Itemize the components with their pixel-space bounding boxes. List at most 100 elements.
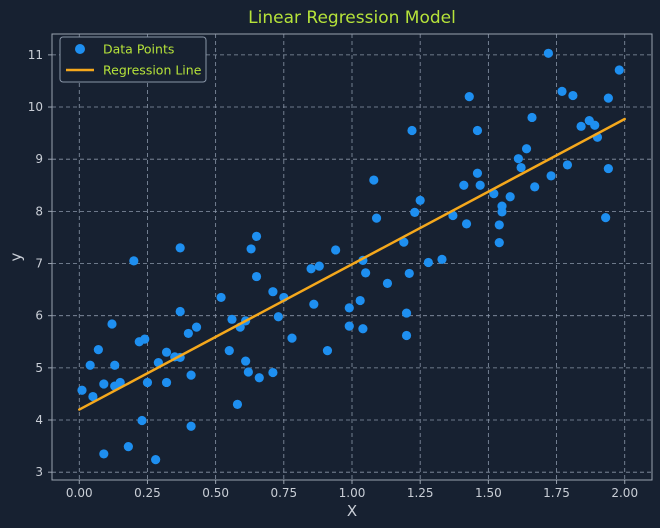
chart-title: Linear Regression Model [248, 8, 456, 28]
data-point [576, 121, 586, 131]
data-point [568, 90, 578, 101]
data-point [527, 112, 537, 123]
data-point [140, 334, 150, 344]
data-point [115, 377, 125, 388]
legend-marker-data-points [75, 44, 85, 54]
data-point [401, 330, 412, 341]
data-point [99, 379, 109, 389]
legend-label-regression-line: Regression Line [103, 63, 202, 78]
data-point [186, 370, 196, 380]
data-point [497, 201, 507, 211]
data-point [123, 442, 133, 452]
legend-label-data-points: Data Points [103, 42, 174, 57]
data-point [546, 171, 556, 181]
data-point [251, 231, 262, 241]
data-point [99, 449, 109, 459]
data-point [472, 168, 483, 178]
data-point [521, 144, 532, 154]
data-point [268, 367, 278, 378]
data-point [543, 48, 553, 58]
data-point [603, 93, 613, 103]
data-point [382, 278, 393, 288]
y-tick-label: 6 [35, 309, 43, 323]
data-point [603, 163, 613, 174]
legend-box [59, 36, 207, 83]
grid [52, 34, 652, 480]
data-point [137, 415, 147, 426]
data-point [273, 312, 283, 322]
data-point [475, 180, 485, 190]
data-points [77, 48, 624, 465]
data-point [246, 244, 256, 254]
data-point [142, 377, 153, 388]
data-point [464, 91, 474, 102]
data-point [361, 268, 371, 278]
x-tick-label: 0.00 [66, 486, 93, 500]
data-point [590, 120, 600, 130]
data-point [369, 175, 379, 185]
y-tick-label: 11 [28, 48, 43, 62]
data-point [314, 261, 324, 271]
x-tick-label: 1.00 [339, 486, 366, 500]
data-point [415, 195, 425, 206]
data-point [530, 182, 540, 192]
data-point [268, 287, 278, 297]
data-point [401, 308, 412, 318]
data-point [331, 245, 341, 255]
x-axis-title: X [347, 502, 357, 520]
data-point [254, 373, 264, 383]
data-point [175, 243, 185, 253]
data-point [161, 377, 172, 388]
data-point [404, 268, 414, 279]
y-tick-label: 7 [35, 257, 43, 271]
data-point [614, 65, 624, 75]
data-point [232, 399, 243, 409]
data-point [251, 271, 262, 282]
x-tick-label: 1.25 [407, 486, 434, 500]
data-point [191, 322, 202, 332]
data-point [562, 160, 573, 170]
x-tick-label: 0.25 [134, 486, 161, 500]
data-point [494, 238, 504, 248]
data-point [407, 125, 417, 136]
legend: Data Points Regression Line [59, 36, 207, 83]
y-axis-title: y [7, 252, 25, 261]
data-point [287, 333, 297, 343]
x-tick-label: 1.50 [475, 486, 502, 500]
data-point [358, 324, 368, 334]
data-point [129, 256, 139, 266]
data-point [355, 295, 365, 306]
data-point [399, 237, 409, 247]
x-tick-label: 2.00 [611, 486, 638, 500]
data-point [151, 455, 161, 465]
data-point [513, 154, 523, 164]
data-point [183, 328, 193, 339]
y-tick-label: 9 [35, 152, 43, 166]
data-point [227, 314, 237, 324]
data-point [309, 299, 319, 309]
data-point [437, 254, 447, 264]
data-point [243, 367, 253, 377]
y-tick-label: 10 [28, 100, 43, 114]
data-point [77, 385, 87, 395]
data-point [410, 207, 420, 217]
data-point [472, 125, 483, 136]
data-point [306, 264, 316, 274]
data-point [601, 213, 611, 223]
data-point [224, 346, 234, 356]
x-tick-label: 1.75 [543, 486, 570, 500]
data-point [448, 210, 458, 221]
x-tick-label: 0.50 [202, 486, 229, 500]
y-tick-label: 4 [35, 413, 43, 427]
data-point [344, 303, 354, 313]
data-point [344, 321, 354, 331]
data-point [557, 86, 567, 96]
data-point [175, 306, 185, 317]
axis-ticks: 0.00 0.25 0.50 0.75 1.00 1.25 1.50 1.75 2.00 3 4 5 6… [28, 48, 638, 500]
x-tick-label: 0.75 [270, 486, 297, 500]
data-point [459, 180, 469, 190]
data-point [423, 257, 433, 268]
